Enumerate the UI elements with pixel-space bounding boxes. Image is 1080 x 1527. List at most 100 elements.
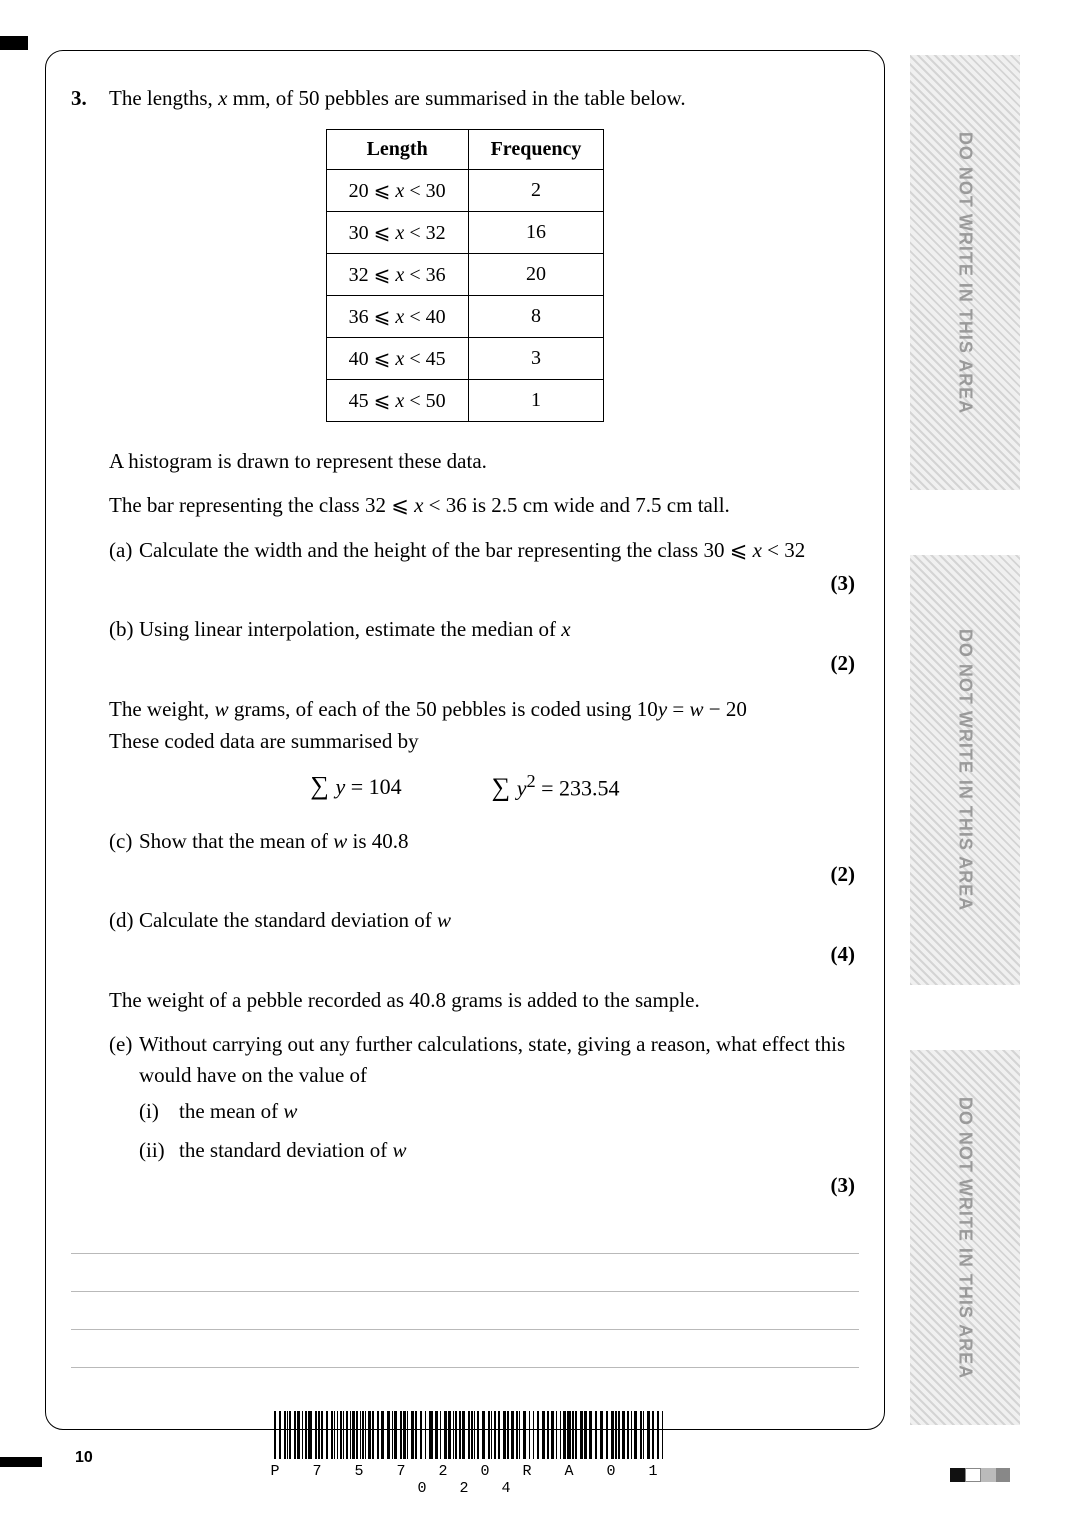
- part-c-label: (c): [109, 826, 139, 856]
- part-d-pre: Calculate the standard deviation of: [139, 908, 437, 932]
- table-row: 45 ⩽ x < 501: [326, 380, 604, 422]
- range-cell: 20 ⩽ x < 30: [326, 170, 468, 212]
- answer-lines: [71, 1216, 859, 1368]
- barcode: P 7 5 7 2 0 R A 0 1 0 2 4: [270, 1411, 670, 1497]
- pe2-w: w: [392, 1138, 406, 1162]
- frequency-table: Length Frequency 20 ⩽ x < 30230 ⩽ x < 32…: [326, 129, 605, 422]
- histogram-line: A histogram is drawn to represent these …: [109, 446, 859, 476]
- page-number: 10: [75, 1449, 93, 1467]
- pe1-w: w: [283, 1099, 297, 1123]
- part-e-i: (i) the mean of w: [139, 1096, 859, 1126]
- part-d: (d) Calculate the standard deviation of …: [109, 905, 859, 935]
- part-e-ii-label: (ii): [139, 1135, 179, 1165]
- table-header-length: Length: [326, 130, 468, 170]
- wl-pre: The weight,: [109, 697, 215, 721]
- question-intro: The lengths, x mm, of 50 pebbles are sum…: [109, 86, 859, 111]
- freq-cell: 3: [468, 338, 604, 380]
- part-e-marks: (3): [71, 1173, 859, 1198]
- range-cell: 32 ⩽ x < 36: [326, 254, 468, 296]
- bar-class-line: The bar representing the class 32 ⩽ x < …: [109, 490, 859, 520]
- bar-line-post: < 36 is 2.5 cm wide and 7.5 cm tall.: [423, 493, 729, 517]
- wl-y: y: [658, 697, 667, 721]
- wl-mid: grams, of each of the 50 pebbles is code…: [229, 697, 658, 721]
- freq-cell: 16: [468, 212, 604, 254]
- part-e-ii-text: the standard deviation of w: [179, 1135, 406, 1165]
- eq2-sup: 2: [526, 771, 535, 791]
- wl-w2: w: [689, 697, 703, 721]
- answer-line: [71, 1330, 859, 1368]
- pe1-pre: the mean of: [179, 1099, 283, 1123]
- part-e-i-text: the mean of w: [179, 1096, 297, 1126]
- eq1-var: y: [335, 774, 345, 799]
- answer-line: [71, 1254, 859, 1292]
- range-cell: 30 ⩽ x < 32: [326, 212, 468, 254]
- part-b-pre: Using linear interpolation, estimate the…: [139, 617, 561, 641]
- part-b-marks: (2): [71, 651, 859, 676]
- part-a-text: Calculate the width and the height of th…: [139, 535, 859, 565]
- answer-line: [71, 1292, 859, 1330]
- eq1-post: = 104: [345, 774, 401, 799]
- eq2-sigma: ∑: [492, 772, 517, 801]
- table-row: 40 ⩽ x < 453: [326, 338, 604, 380]
- part-b-label: (b): [109, 614, 139, 644]
- margin-strip-1: DO NOT WRITE IN THIS AREA: [910, 55, 1020, 490]
- bar-line-x: x: [414, 493, 423, 517]
- table-header-frequency: Frequency: [468, 130, 604, 170]
- range-cell: 40 ⩽ x < 45: [326, 338, 468, 380]
- part-e: (e) Without carrying out any further cal…: [109, 1029, 859, 1090]
- coded-summary-line: These coded data are summarised by: [109, 726, 859, 756]
- table-row: 30 ⩽ x < 3216: [326, 212, 604, 254]
- margin-label-1: DO NOT WRITE IN THIS AREA: [955, 131, 976, 413]
- part-e-label: (e): [109, 1029, 139, 1090]
- wl-w1: w: [215, 697, 229, 721]
- part-a-label: (a): [109, 535, 139, 565]
- barcode-text: P 7 5 7 2 0 R A 0 1 0 2 4: [270, 1463, 670, 1497]
- part-a-post: < 32: [762, 538, 805, 562]
- added-pebble-line: The weight of a pebble recorded as 40.8 …: [109, 985, 859, 1015]
- margin-label-3: DO NOT WRITE IN THIS AREA: [955, 1096, 976, 1378]
- part-a-pre: Calculate the width and the height of th…: [139, 538, 753, 562]
- margin-strip-2: DO NOT WRITE IN THIS AREA: [910, 555, 1020, 985]
- part-b: (b) Using linear interpolation, estimate…: [109, 614, 859, 644]
- wl-eq: =: [667, 697, 689, 721]
- part-c-w: w: [333, 829, 347, 853]
- table-row: 20 ⩽ x < 302: [326, 170, 604, 212]
- answer-line: [71, 1216, 859, 1254]
- part-a: (a) Calculate the width and the height o…: [109, 535, 859, 565]
- page-frame: 3. The lengths, x mm, of 50 pebbles are …: [45, 50, 885, 1430]
- wl-post: − 20: [704, 697, 747, 721]
- part-c: (c) Show that the mean of w is 40.8: [109, 826, 859, 856]
- eq2-var: y: [517, 775, 527, 800]
- part-e-ii: (ii) the standard deviation of w: [139, 1135, 859, 1165]
- part-c-marks: (2): [71, 862, 859, 887]
- intro-post: mm, of 50 pebbles are summarised in the …: [227, 86, 685, 110]
- part-a-x: x: [753, 538, 762, 562]
- part-b-x: x: [561, 617, 570, 641]
- bar-line-pre: The bar representing the class 32 ⩽: [109, 493, 414, 517]
- part-a-marks: (3): [71, 571, 859, 596]
- table-row: 36 ⩽ x < 408: [326, 296, 604, 338]
- summary-equations: ∑ y = 104 ∑ y2 = 233.54: [71, 771, 859, 802]
- margin-label-2: DO NOT WRITE IN THIS AREA: [955, 629, 976, 911]
- part-c-post: is 40.8: [347, 829, 408, 853]
- part-b-text: Using linear interpolation, estimate the…: [139, 614, 859, 644]
- question-header: 3. The lengths, x mm, of 50 pebbles are …: [71, 86, 859, 129]
- freq-cell: 1: [468, 380, 604, 422]
- part-e-i-label: (i): [139, 1096, 179, 1126]
- edge-mark-top: [0, 36, 28, 50]
- part-e-text: Without carrying out any further calcula…: [139, 1029, 859, 1090]
- eq-sum-y2: ∑ y2 = 233.54: [492, 771, 620, 802]
- question-number: 3.: [71, 86, 109, 111]
- eq-sum-y: ∑ y = 104: [310, 771, 401, 802]
- edge-mark-bottom: [0, 1457, 42, 1467]
- weight-coding-line: The weight, w grams, of each of the 50 p…: [109, 694, 859, 724]
- intro-pre: The lengths,: [109, 86, 218, 110]
- part-d-w: w: [437, 908, 451, 932]
- part-c-pre: Show that the mean of: [139, 829, 333, 853]
- range-cell: 36 ⩽ x < 40: [326, 296, 468, 338]
- margin-strip-3: DO NOT WRITE IN THIS AREA: [910, 1050, 1020, 1425]
- part-c-text: Show that the mean of w is 40.8: [139, 826, 859, 856]
- freq-cell: 20: [468, 254, 604, 296]
- part-d-marks: (4): [71, 942, 859, 967]
- range-cell: 45 ⩽ x < 50: [326, 380, 468, 422]
